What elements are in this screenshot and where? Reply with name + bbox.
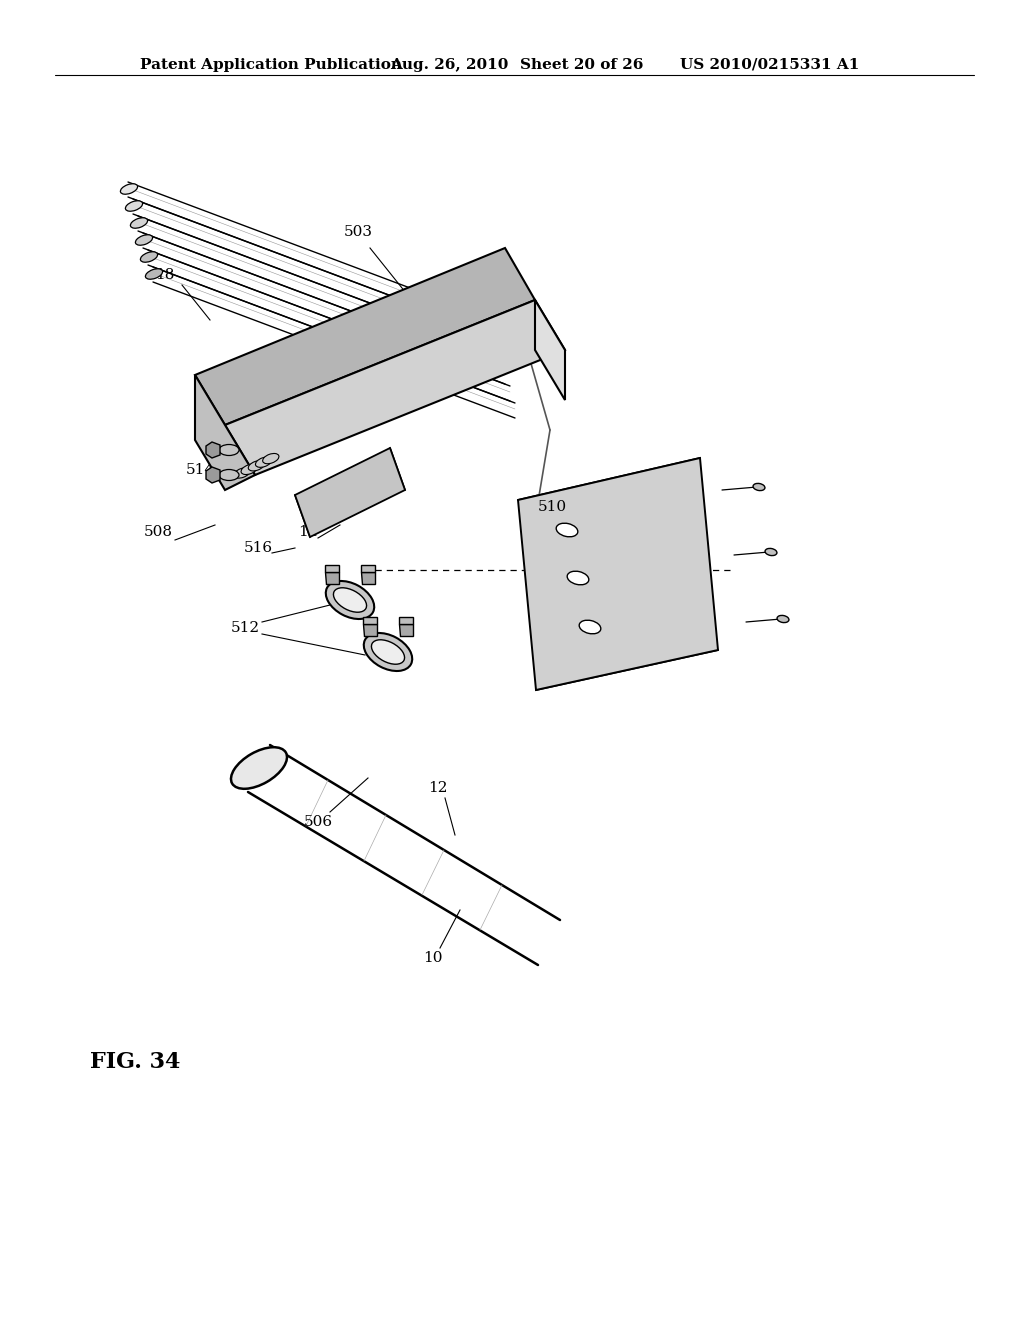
Polygon shape: [206, 442, 220, 458]
Polygon shape: [195, 375, 255, 490]
Text: FIG. 34: FIG. 34: [90, 1051, 180, 1073]
Polygon shape: [399, 616, 413, 624]
Ellipse shape: [255, 457, 271, 467]
Text: 510: 510: [538, 500, 566, 513]
Polygon shape: [535, 300, 565, 400]
Polygon shape: [195, 248, 535, 425]
Text: 508: 508: [143, 525, 172, 539]
Polygon shape: [325, 565, 339, 572]
Text: 18: 18: [156, 268, 175, 282]
Text: 516: 516: [244, 541, 272, 554]
Text: Patent Application Publication: Patent Application Publication: [140, 58, 402, 73]
Ellipse shape: [130, 218, 147, 228]
Ellipse shape: [753, 483, 765, 491]
Ellipse shape: [777, 615, 788, 623]
Text: Sheet 20 of 26: Sheet 20 of 26: [520, 58, 643, 73]
Polygon shape: [399, 624, 413, 636]
Text: 14: 14: [298, 525, 317, 539]
Ellipse shape: [334, 587, 367, 612]
Ellipse shape: [140, 252, 158, 263]
Ellipse shape: [145, 269, 163, 280]
Ellipse shape: [219, 445, 239, 455]
Ellipse shape: [364, 634, 413, 671]
Polygon shape: [518, 458, 718, 690]
Ellipse shape: [765, 548, 777, 556]
Polygon shape: [325, 572, 339, 583]
Polygon shape: [206, 467, 220, 483]
Polygon shape: [362, 616, 377, 624]
Ellipse shape: [121, 183, 137, 194]
Polygon shape: [361, 565, 375, 572]
Ellipse shape: [326, 581, 374, 619]
Polygon shape: [361, 572, 375, 583]
Ellipse shape: [125, 201, 142, 211]
Ellipse shape: [231, 747, 287, 789]
Polygon shape: [295, 447, 406, 537]
Ellipse shape: [580, 620, 601, 634]
Text: 10: 10: [423, 950, 442, 965]
Text: 12: 12: [428, 781, 447, 795]
Ellipse shape: [567, 572, 589, 585]
Ellipse shape: [135, 235, 153, 246]
Ellipse shape: [263, 454, 279, 463]
Ellipse shape: [556, 523, 578, 537]
Ellipse shape: [241, 465, 257, 474]
Ellipse shape: [372, 640, 404, 664]
Ellipse shape: [233, 467, 250, 478]
Text: 506: 506: [303, 814, 333, 829]
Text: US 2010/0215331 A1: US 2010/0215331 A1: [680, 58, 859, 73]
Text: 512: 512: [230, 620, 259, 635]
Ellipse shape: [248, 461, 264, 471]
Text: 502: 502: [449, 285, 477, 300]
Polygon shape: [362, 624, 377, 636]
Text: 503: 503: [343, 224, 373, 239]
Ellipse shape: [219, 470, 239, 480]
Text: 514: 514: [185, 463, 215, 477]
Text: Aug. 26, 2010: Aug. 26, 2010: [390, 58, 508, 73]
Text: 515: 515: [208, 441, 237, 455]
Polygon shape: [225, 300, 565, 475]
